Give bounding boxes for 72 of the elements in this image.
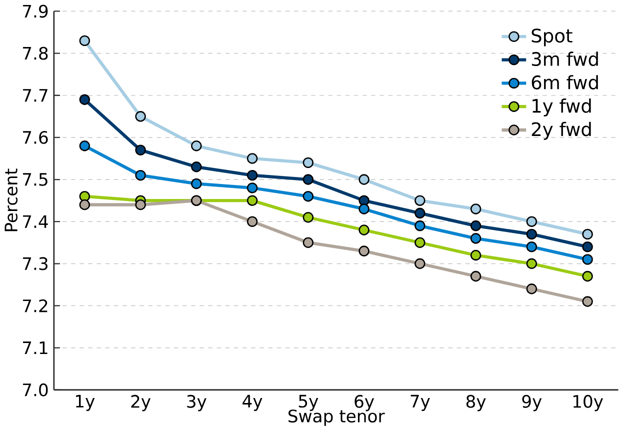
point (135, 200, 146, 210)
x-tick-label: 7y (410, 395, 430, 412)
y-tick-label: 7.7 (23, 89, 48, 102)
y-tick-label: 7.8 (23, 47, 48, 60)
y-tick-label: 7.0 (23, 384, 48, 397)
point (582, 229, 593, 240)
point (526, 242, 538, 252)
y-tick-label: 7.9 (23, 4, 48, 18)
point (79, 36, 90, 46)
point (414, 237, 426, 248)
point (246, 153, 258, 164)
point (79, 140, 90, 152)
point (582, 242, 593, 252)
point (526, 284, 538, 294)
point (526, 258, 538, 270)
y-tick-label: 7.4 (23, 216, 48, 228)
point (414, 208, 426, 219)
point (79, 200, 90, 210)
x-tick-label: 3y (187, 395, 206, 412)
y-tick-label: 7.3 (23, 257, 48, 270)
point (414, 258, 426, 270)
x-tick-label: 6y (354, 395, 374, 412)
y-tick-label: 7.5 (23, 173, 48, 186)
point (470, 220, 482, 232)
point (135, 170, 146, 181)
point (582, 254, 593, 265)
y-tick-label: 7.2 (23, 300, 48, 312)
point (358, 246, 370, 257)
point (191, 178, 202, 190)
x-tick-label: 4y (242, 395, 262, 412)
point (135, 111, 146, 122)
point (470, 204, 482, 215)
point (191, 140, 202, 152)
y-axis-title: Percent (4, 168, 18, 232)
x-tick-label: 2y (131, 395, 151, 412)
point (246, 216, 258, 228)
point (302, 174, 314, 186)
x-tick-label: 9y (522, 395, 542, 412)
x-tick-label: 1y (76, 395, 95, 412)
point (470, 250, 482, 261)
y-tick-label: 7.6 (23, 131, 48, 144)
legend-label: 6m fwd (532, 75, 598, 90)
point (302, 158, 314, 168)
point (470, 233, 482, 244)
point (302, 191, 314, 202)
x-tick-label: 8y (466, 395, 486, 412)
point (358, 174, 370, 186)
point (135, 144, 146, 156)
point (246, 195, 258, 206)
point (79, 94, 90, 106)
point (470, 271, 482, 282)
x-tick-label: 10y (573, 395, 604, 412)
x-axis-title: Swap tenor (288, 410, 385, 426)
legend-label: 2y fwd (532, 122, 591, 140)
x-tick-label: 5y (298, 395, 318, 412)
point (582, 296, 593, 308)
point (246, 182, 258, 194)
point (191, 162, 202, 172)
legend-label: 3m fwd (532, 52, 598, 66)
point (414, 195, 426, 206)
point (358, 224, 370, 236)
point (302, 237, 314, 248)
point (246, 170, 258, 181)
legend-label: 1y fwd (532, 98, 591, 117)
point (358, 204, 370, 215)
legend-label: Spot (532, 28, 572, 46)
y-tick-label: 7.1 (23, 342, 48, 354)
point (414, 220, 426, 232)
point (302, 212, 314, 223)
point (526, 216, 538, 228)
point (526, 229, 538, 240)
point (582, 271, 593, 282)
